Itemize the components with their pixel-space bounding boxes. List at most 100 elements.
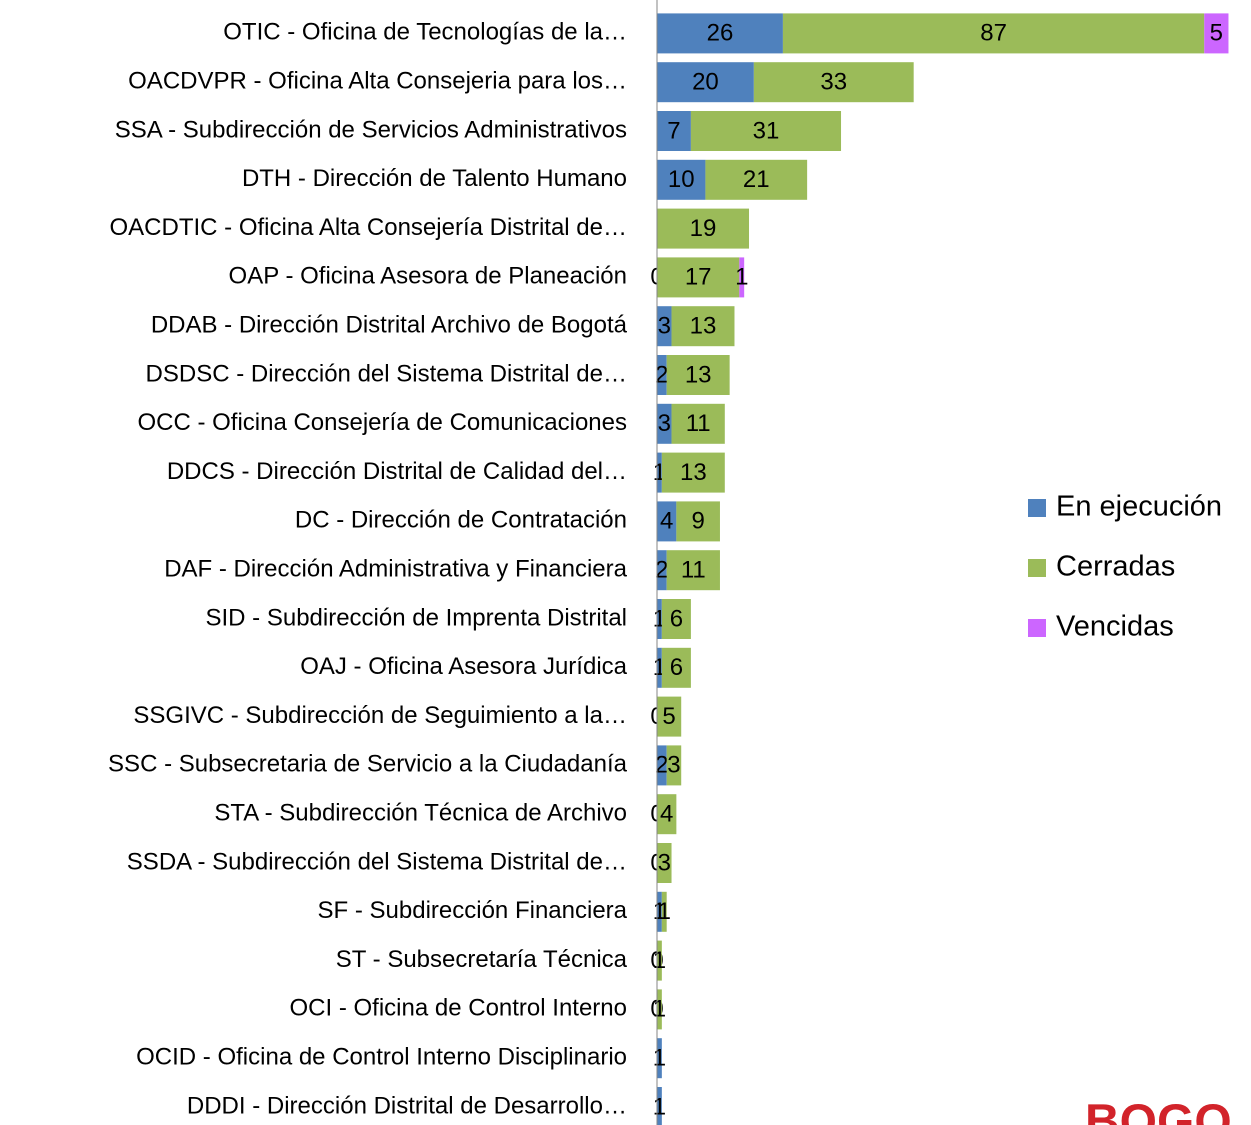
category-label: SID - Subdirección de Imprenta Distrital: [206, 604, 628, 631]
data-label: 20: [692, 69, 719, 96]
legend-label: En ejecución: [1056, 491, 1222, 523]
category-label: SSC - Subsecretaria de Servicio a la Ciu…: [108, 751, 628, 778]
data-label: 17: [685, 264, 712, 291]
data-label: 1: [735, 264, 748, 291]
category-label: OAP - Oficina Asesora de Planeación: [229, 263, 627, 290]
data-label: 87: [980, 20, 1007, 47]
data-label: 3: [658, 313, 671, 340]
data-label: 2: [655, 752, 668, 779]
bar-segment: [666, 745, 682, 786]
data-label: 26: [707, 20, 734, 47]
bar-segment: [671, 306, 735, 347]
bar-segment: [657, 159, 706, 200]
bar-segment: [666, 550, 720, 591]
data-label: 19: [690, 215, 717, 242]
data-label: 13: [690, 313, 717, 340]
category-label: SSDA - Subdirección del Sistema Distrita…: [127, 848, 627, 875]
category-label: DDCS - Dirección Distrital de Calidad de…: [167, 458, 627, 485]
data-label: 3: [667, 752, 680, 779]
bar-segment: [657, 13, 783, 54]
bar-segment: [661, 452, 725, 493]
bar-segment: [657, 1087, 662, 1125]
data-label: 2: [655, 557, 668, 584]
data-label: 13: [680, 459, 707, 486]
category-label: SSA - Subdirección de Servicios Administ…: [115, 116, 627, 143]
bar-segment: [1204, 13, 1229, 54]
category-label: ST - Subsecretaría Técnica: [336, 946, 628, 973]
data-label: 9: [691, 508, 704, 535]
category-label: OACDTIC - Oficina Alta Consejería Distri…: [110, 214, 628, 241]
data-label: 2: [655, 361, 668, 388]
bar-segment: [657, 550, 667, 591]
category-label: DDAB - Dirección Distrital Archivo de Bo…: [151, 312, 628, 339]
data-label: 7: [667, 117, 680, 144]
data-label: 1: [653, 1045, 666, 1072]
data-label: 10: [668, 166, 695, 193]
category-label: DDDI - Dirección Distrital de Desarrollo…: [187, 1092, 627, 1119]
legend-swatch: [1028, 499, 1046, 517]
bar-segment: [657, 696, 682, 737]
bar-segment: [661, 647, 691, 688]
legend-label: Vencidas: [1056, 611, 1174, 643]
data-label: 1: [653, 947, 666, 974]
bar-segment: [657, 62, 754, 103]
legend-swatch: [1028, 559, 1046, 577]
data-label: 3: [658, 410, 671, 437]
bar-segment: [657, 257, 740, 298]
category-label: DSDSC - Dirección del Sistema Distrital …: [146, 360, 627, 387]
data-label: 33: [820, 69, 847, 96]
bar-segment: [657, 745, 667, 786]
bar-segment: [657, 843, 672, 883]
category-label: DAF - Dirección Administrativa y Financi…: [164, 556, 627, 583]
data-label: 11: [686, 410, 711, 437]
bar-segment: [657, 501, 677, 542]
legend-label: Cerradas: [1056, 551, 1175, 583]
data-label: 1: [658, 898, 671, 925]
bar-segment: [657, 208, 750, 249]
bar-segment: [676, 501, 720, 542]
bar-segment: [661, 891, 667, 932]
data-label: 5: [662, 703, 675, 730]
data-label: 1: [653, 1093, 666, 1120]
bar-segment: [657, 355, 667, 395]
category-label: OAJ - Oficina Asesora Jurídica: [300, 653, 627, 680]
data-label: 6: [670, 605, 683, 632]
bar-segment: [661, 599, 691, 639]
bar-segment: [657, 989, 662, 1030]
data-label: 21: [743, 166, 770, 193]
data-label: 31: [753, 117, 780, 144]
bar-segment: [657, 940, 662, 981]
data-label: 1: [653, 996, 666, 1023]
bar-segment: [657, 891, 662, 932]
category-label: DC - Dirección de Contratación: [295, 507, 627, 534]
data-label: 5: [1210, 20, 1223, 47]
bar-segment: [657, 306, 672, 347]
bar-segment: [782, 13, 1205, 54]
category-label: OCI - Oficina de Control Interno: [290, 995, 627, 1022]
bar-segment: [657, 403, 672, 444]
bar-segment: [657, 647, 662, 688]
bar-segment: [690, 111, 842, 151]
category-label: OCID - Oficina de Control Interno Discip…: [136, 1044, 627, 1071]
category-label: SF - Subdirección Financiera: [318, 897, 628, 924]
category-label: OTIC - Oficina de Tecnologías de la…: [223, 19, 627, 46]
bar-segment: [666, 355, 730, 395]
bar-segment: [657, 599, 662, 639]
bar-segment: [753, 62, 914, 103]
data-label: 13: [685, 361, 712, 388]
bar-segment: [657, 1038, 662, 1079]
bar-segment: [671, 403, 725, 444]
bar-segment: [657, 452, 662, 493]
legend-swatch: [1028, 619, 1046, 637]
bar-segment: [657, 794, 677, 835]
bar-segment: [657, 111, 691, 151]
data-label: 4: [660, 801, 673, 828]
category-label: DTH - Dirección de Talento Humano: [242, 165, 627, 192]
category-label: SSGIVC - Subdirección de Seguimiento a l…: [133, 702, 627, 729]
category-label: STA - Subdirección Técnica de Archivo: [214, 800, 627, 827]
category-label: OCC - Oficina Consejería de Comunicacion…: [137, 409, 627, 436]
logo: BOGO: [1085, 1096, 1232, 1125]
bar-segment: [705, 159, 808, 200]
data-label: 11: [681, 557, 706, 584]
